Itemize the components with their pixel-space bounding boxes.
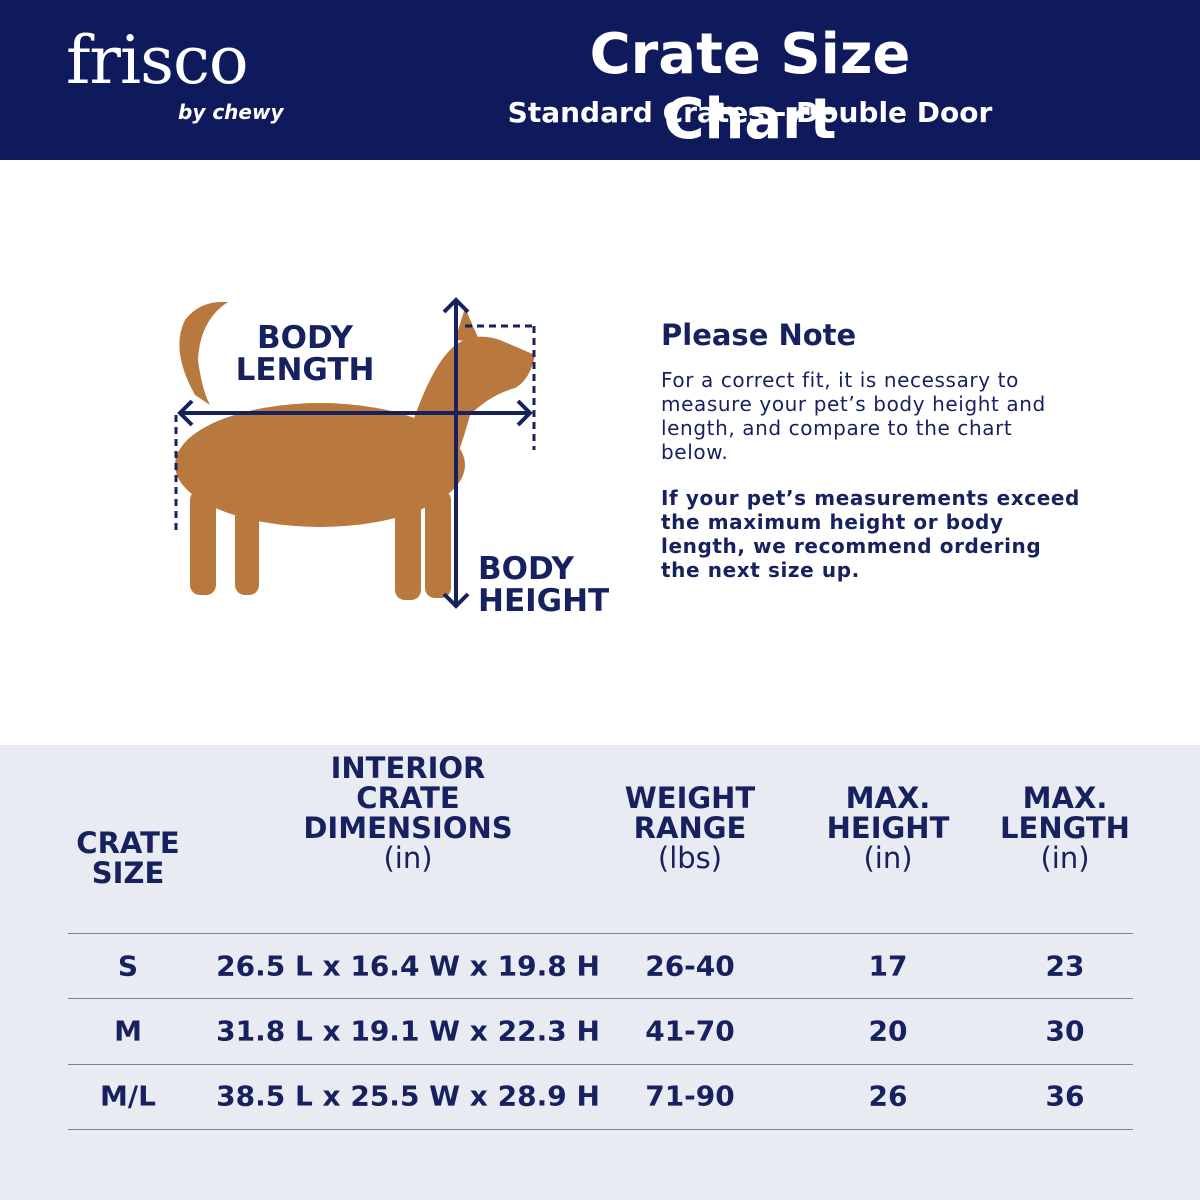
row-rule [68,998,1133,1000]
header-line: SIZE [91,856,165,890]
header-line: INTERIOR [330,751,486,785]
header-line: MAX. [1022,781,1108,815]
header-line: CRATE [356,781,460,815]
header-unit: (in) [1040,841,1090,875]
table-cell: M/L [100,1079,156,1113]
header-line: HEIGHT [826,811,950,845]
table-cell: 41-70 [645,1014,735,1048]
table-cell: 38.5 L x 25.5 W x 28.9 H [216,1079,600,1113]
note-text: If your pet’s measurements exceed the ma… [661,486,1080,582]
header-unit: (in) [863,841,913,875]
dog-diagram [174,297,536,609]
table-cell: 20 [868,1014,908,1048]
column-header: MAX. LENGTH (in) [1000,783,1130,873]
label-line: HEIGHT [478,583,610,619]
label-line: LENGTH [235,352,375,388]
header-line: RANGE [633,811,747,845]
row-rule [68,933,1133,934]
table-cell: 26-40 [645,949,735,983]
table-cell: 23 [1045,949,1085,983]
row-rule [68,1063,1133,1065]
header-line: MAX. [845,781,931,815]
column-header: MAX. HEIGHT (in) [827,783,950,873]
table-cell: M [114,1014,142,1048]
dog [175,301,535,600]
table-cell: 26.5 L x 16.4 W x 19.8 H [216,949,600,983]
table-cell: 36 [1045,1079,1085,1113]
row-rule [68,1128,1133,1130]
note-title: Please Note [661,318,857,352]
table-cell: 26 [868,1079,908,1113]
table-cell: 17 [868,949,908,983]
subtitle: Standard Crates - Double Door [507,96,993,129]
header-unit: (in) [383,841,433,875]
note: Please Note For a correct fit, it is nec… [661,318,1081,604]
table-cell: S [117,949,139,983]
table: CRATE SIZE INTERIOR CRATE DIMENSIONS (in) WEIG… [0,745,1200,1200]
logo: frisco [66,22,249,99]
note-text: For a correct fit, it is necessary to me… [661,368,1046,464]
header-line: CRATE [76,826,180,860]
column-header: CRATE SIZE [76,828,179,888]
column-header: WEIGHT RANGE (lbs) [625,783,755,873]
logo-sub: by chewy [178,100,284,124]
column-header: INTERIOR CRATE DIMENSIONS (in) [303,753,512,873]
header-line: LENGTH [1000,811,1130,845]
body-length-label: BODY LENGTH [230,322,380,386]
arrows [174,297,536,609]
body-height-label: BODY HEIGHT [478,553,609,617]
header: frisco by chewy Crate Size Chart Standar… [0,0,1200,160]
header-line: WEIGHT [624,781,756,815]
table-cell: 30 [1045,1014,1085,1048]
table-cell: 31.8 L x 19.1 W x 22.3 H [216,1014,600,1048]
table-cell: 71-90 [645,1079,735,1113]
title: Crate Size Chart [589,22,911,152]
header-unit: (lbs) [657,841,723,875]
label-line: BODY [478,551,574,587]
header-line: DIMENSIONS [303,811,513,845]
label-line: BODY [257,320,353,356]
